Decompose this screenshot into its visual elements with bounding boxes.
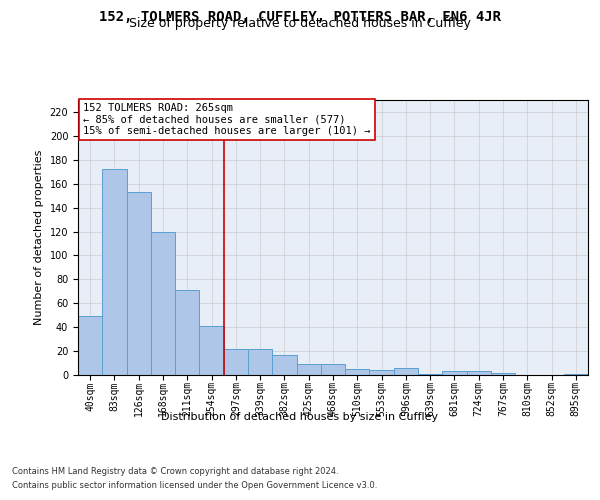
Text: 152, TOLMERS ROAD, CUFFLEY, POTTERS BAR, EN6 4JR: 152, TOLMERS ROAD, CUFFLEY, POTTERS BAR,… (99, 10, 501, 24)
Text: Contains HM Land Registry data © Crown copyright and database right 2024.: Contains HM Land Registry data © Crown c… (12, 468, 338, 476)
Bar (272, 354, 296, 375)
Bar (442, 372, 467, 375)
Bar (321, 364, 345, 375)
Text: Size of property relative to detached houses in Cuffley: Size of property relative to detached ho… (129, 18, 471, 30)
Bar (151, 232, 175, 375)
Bar (102, 170, 127, 375)
Bar (418, 374, 442, 375)
Bar (127, 192, 151, 375)
Text: 152 TOLMERS ROAD: 265sqm
← 85% of detached houses are smaller (577)
15% of semi-: 152 TOLMERS ROAD: 265sqm ← 85% of detach… (83, 103, 371, 136)
Bar (296, 364, 321, 375)
Text: Contains public sector information licensed under the Open Government Licence v3: Contains public sector information licen… (12, 481, 377, 490)
Bar (175, 290, 199, 375)
Bar (370, 370, 394, 375)
Bar (248, 348, 272, 375)
Bar (199, 326, 224, 375)
Bar (78, 316, 102, 375)
Bar (491, 372, 515, 375)
Bar (224, 348, 248, 375)
Bar (345, 369, 370, 375)
Bar (394, 368, 418, 375)
Bar (564, 374, 588, 375)
Bar (467, 372, 491, 375)
Y-axis label: Number of detached properties: Number of detached properties (34, 150, 44, 325)
Text: Distribution of detached houses by size in Cuffley: Distribution of detached houses by size … (161, 412, 439, 422)
